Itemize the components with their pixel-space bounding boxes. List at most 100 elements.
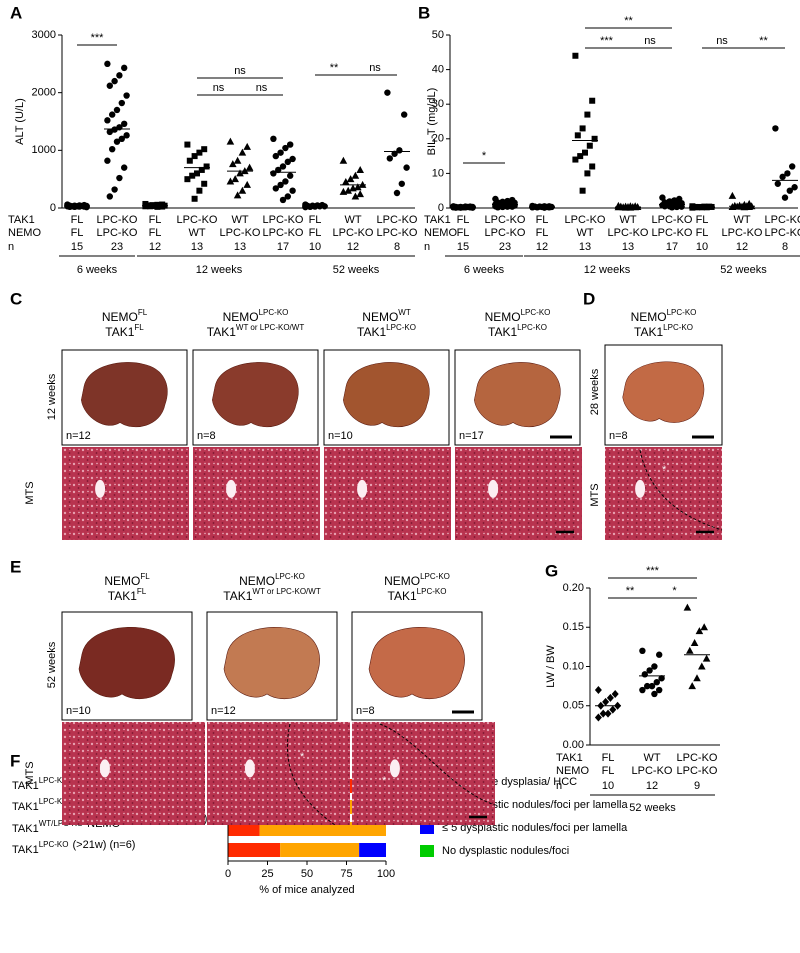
- group-label: FL: [71, 227, 84, 239]
- point: [346, 175, 355, 183]
- label: NEMOFL: [102, 308, 148, 324]
- label-sup: LPC-KO: [667, 308, 697, 317]
- label-text: NEMO: [384, 574, 420, 588]
- label: NEMOFL: [104, 572, 150, 588]
- point: [116, 174, 123, 182]
- point: [693, 674, 701, 682]
- point: [159, 203, 166, 210]
- liver-photo: [368, 626, 465, 700]
- point: [779, 173, 786, 181]
- point: [196, 187, 203, 194]
- point: [641, 671, 648, 678]
- label-sup: FL: [140, 572, 150, 581]
- point: [279, 196, 287, 204]
- group-label: 12: [347, 241, 359, 253]
- y-tick-label: 2000: [32, 87, 56, 99]
- y-tick-label: 0.00: [563, 739, 584, 751]
- label: NEMOLPC-KO: [384, 572, 450, 588]
- point: [702, 654, 711, 662]
- point: [121, 120, 128, 128]
- point: [226, 177, 235, 185]
- bar-segment: [228, 822, 260, 836]
- significance-label: ns: [369, 62, 381, 74]
- group-label: LPC-KO: [485, 214, 526, 226]
- y-tick-label: 3000: [32, 29, 56, 41]
- vessel: [226, 479, 237, 498]
- point: [786, 187, 793, 194]
- point: [789, 163, 796, 170]
- panel-letter: B: [418, 3, 430, 22]
- point: [191, 153, 198, 160]
- label-text: NEMO: [223, 310, 259, 324]
- vessel: [99, 759, 110, 778]
- y-tick-label: 40: [432, 64, 444, 76]
- label-sup: FL: [137, 587, 147, 596]
- point: [342, 178, 350, 186]
- histology-image: [62, 722, 205, 825]
- point: [287, 141, 294, 148]
- period-label: 12 weeks: [196, 264, 243, 276]
- group-label: 15: [71, 241, 83, 253]
- point: [231, 175, 239, 183]
- group-label: 13: [622, 241, 634, 253]
- point: [104, 117, 111, 124]
- significance-label: ***: [91, 32, 105, 44]
- point: [700, 623, 708, 631]
- x-tick-label: 50: [301, 868, 313, 880]
- label: TAK1LPC-KO: [357, 323, 416, 339]
- point: [599, 709, 607, 718]
- vessel: [95, 479, 106, 498]
- group-label: FL: [71, 214, 84, 226]
- group-label: 13: [234, 241, 246, 253]
- y-tick-label: 0.05: [563, 700, 584, 712]
- point: [728, 191, 737, 199]
- label: TAK1FL: [108, 587, 147, 603]
- label-text: NEMO: [485, 310, 521, 324]
- group-label: 23: [111, 241, 123, 253]
- x-tick-label: 25: [261, 868, 273, 880]
- y-tick-label: 0: [50, 202, 56, 214]
- count-label: n=8: [356, 705, 375, 717]
- significance-label: ns: [644, 35, 656, 47]
- histology-image: [207, 722, 350, 825]
- period-label: 12 weeks: [584, 264, 631, 276]
- point: [639, 647, 646, 654]
- group-label: 8: [394, 241, 400, 253]
- point: [386, 155, 393, 162]
- count-label: n=12: [66, 430, 91, 442]
- group-label: LPC-KO: [677, 765, 718, 777]
- point: [186, 157, 193, 164]
- group-label: 10: [602, 780, 614, 792]
- point: [644, 682, 651, 690]
- significance-label: **: [626, 585, 635, 597]
- group-label: WT: [188, 227, 205, 239]
- label-text: TAK1: [105, 325, 134, 339]
- point: [646, 667, 653, 674]
- label: TAK1WT or LPC-KO/WT: [207, 323, 305, 339]
- y-axis-label: LW / BW: [545, 645, 557, 688]
- nodule-mark: *: [300, 751, 305, 763]
- vessel: [635, 479, 646, 498]
- point: [577, 153, 584, 160]
- significance-label: ns: [234, 65, 246, 77]
- point: [499, 203, 506, 211]
- point: [121, 164, 128, 171]
- liver-photo: [223, 626, 320, 700]
- point: [147, 203, 154, 210]
- label-text: TAK1: [357, 325, 386, 339]
- point: [774, 180, 781, 187]
- group-label: LPC-KO: [765, 214, 800, 226]
- point: [673, 203, 680, 211]
- point: [279, 163, 287, 170]
- group-label: WT: [344, 214, 361, 226]
- point: [579, 125, 586, 132]
- group-label: LPC-KO: [97, 227, 138, 239]
- point: [194, 170, 200, 177]
- point: [289, 187, 296, 194]
- point: [275, 166, 282, 174]
- group-label: FL: [696, 227, 709, 239]
- point: [653, 679, 660, 686]
- group-label: LPC-KO: [677, 752, 718, 764]
- row-label: n: [556, 780, 562, 792]
